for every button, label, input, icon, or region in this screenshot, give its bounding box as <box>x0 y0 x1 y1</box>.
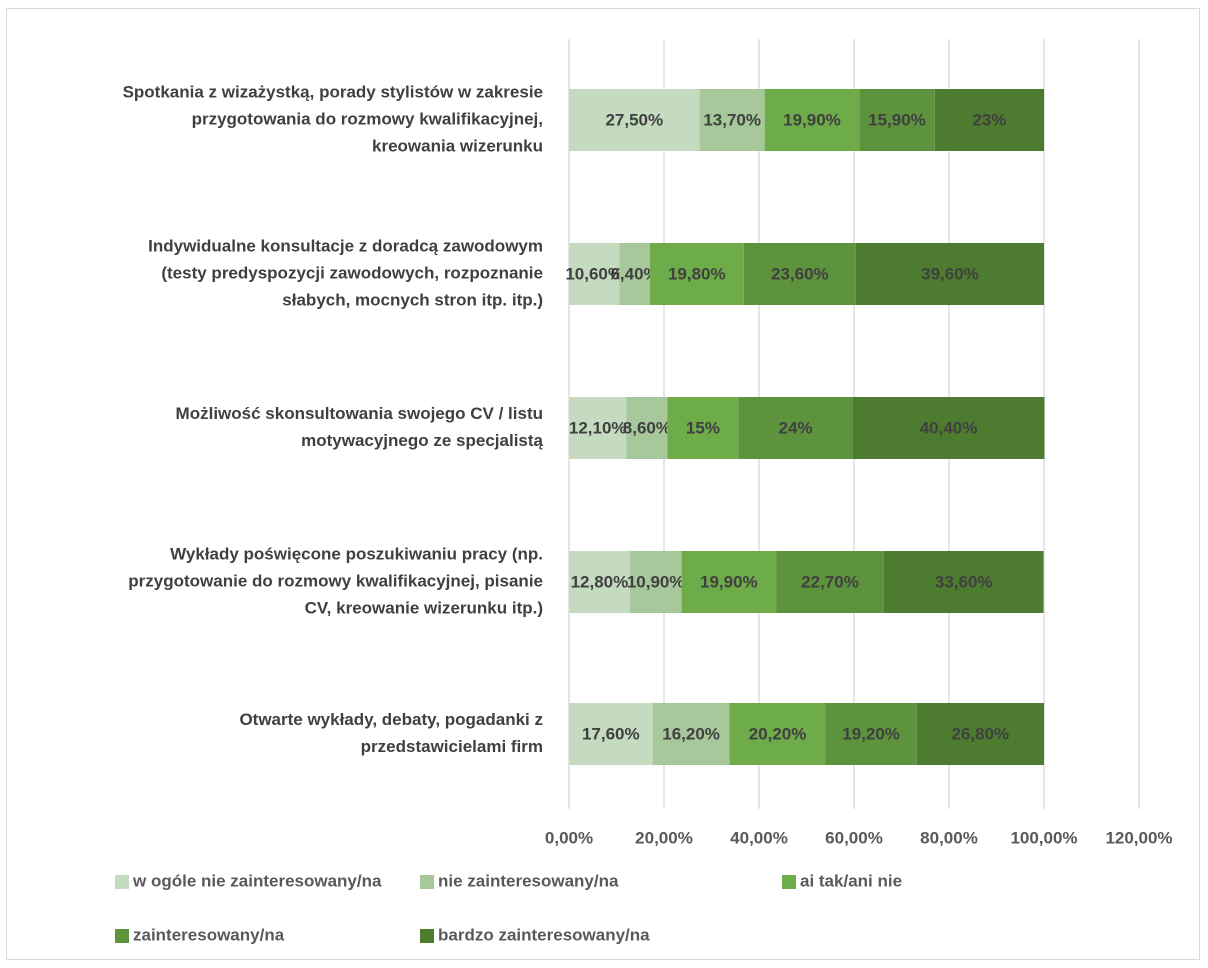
bar-segment <box>825 703 917 765</box>
data-label: 27,50% <box>605 110 663 129</box>
legend-label: w ogóle nie zainteresowany/na <box>132 871 382 890</box>
legend-swatch <box>115 929 129 943</box>
bar-segment <box>569 89 700 151</box>
bar-segment <box>743 243 856 305</box>
bar-segment <box>629 551 682 613</box>
bar-segment <box>619 243 650 305</box>
category-label: CV, kreowanie wizerunku itp.) <box>305 598 543 617</box>
legend-swatch <box>420 875 434 889</box>
bar-segment <box>649 243 744 305</box>
x-tick-label: 120,00% <box>1105 828 1172 847</box>
data-label: 12,10% <box>569 418 627 437</box>
data-label: 24% <box>779 418 813 437</box>
data-label: 8,60% <box>623 418 671 437</box>
bar-segment <box>569 703 653 765</box>
x-tick-label: 40,00% <box>730 828 788 847</box>
bar-segment <box>681 551 777 613</box>
data-label: 17,60% <box>582 724 640 743</box>
data-label: 40,40% <box>920 418 978 437</box>
category-label: (testy predyspozycji zawodowych, rozpozn… <box>161 263 543 282</box>
legend-label: ai tak/ani nie <box>800 871 902 890</box>
data-label: 13,70% <box>703 110 761 129</box>
x-tick-label: 0,00% <box>545 828 593 847</box>
data-label: 19,90% <box>783 110 841 129</box>
bar-segment <box>738 397 853 459</box>
legend-label: nie zainteresowany/na <box>438 871 619 890</box>
data-label: 23% <box>972 110 1006 129</box>
data-label: 12,80% <box>571 572 629 591</box>
data-label: 19,20% <box>842 724 900 743</box>
bar-segment <box>776 551 884 613</box>
data-label: 39,60% <box>921 264 979 283</box>
category-label: Spotkania z wizażystką, porady stylistów… <box>123 82 543 101</box>
category-label: przygotowanie do rozmowy kwalifikacyjnej… <box>128 571 543 590</box>
x-tick-label: 60,00% <box>825 828 883 847</box>
data-label: 19,80% <box>668 264 726 283</box>
data-label: 23,60% <box>771 264 829 283</box>
category-labels: Spotkania z wizażystką, porady stylistów… <box>123 82 544 756</box>
data-label: 10,60% <box>565 264 623 283</box>
bar-segment <box>855 243 1044 305</box>
category-label: motywacyjnego ze specjalistą <box>301 431 543 450</box>
x-tick-label: 100,00% <box>1010 828 1077 847</box>
bar-segment <box>667 397 739 459</box>
bar-segment <box>934 89 1044 151</box>
bar-segment <box>626 397 668 459</box>
category-label: Indywidualne konsultacje z doradcą zawod… <box>148 236 543 255</box>
bar-segment <box>699 89 765 151</box>
data-label: 19,90% <box>700 572 758 591</box>
data-label: 15,90% <box>868 110 926 129</box>
data-label: 15% <box>686 418 720 437</box>
bar-segment <box>652 703 730 765</box>
bar-segment <box>729 703 826 765</box>
category-label: słabych, mocnych stron itp. itp.) <box>282 290 543 309</box>
category-label: Otwarte wykłady, debaty, pogadanki z <box>239 710 543 729</box>
legend-swatch <box>115 875 129 889</box>
data-label: 6,40% <box>610 264 658 283</box>
bar-segment <box>764 89 860 151</box>
stacked-bar-chart: Spotkania z wizażystką, porady stylistów… <box>115 39 1173 944</box>
bar-segment <box>569 397 627 459</box>
category-label: przedstawicielami firm <box>361 737 543 756</box>
bar-segment <box>883 551 1044 613</box>
legend-label: zainteresowany/na <box>133 925 285 944</box>
category-label: kreowania wizerunku <box>372 136 543 155</box>
bar-segment <box>569 243 620 305</box>
legend-swatch <box>782 875 796 889</box>
x-tick-label: 80,00% <box>920 828 978 847</box>
category-label: przygotowania do rozmowy kwalifikacyjnej… <box>192 109 543 128</box>
x-tick-label: 20,00% <box>635 828 693 847</box>
chart-area: Spotkania z wizażystką, porady stylistów… <box>6 8 1200 960</box>
category-label: Wykłady poświęcone poszukiwaniu pracy (n… <box>170 544 543 563</box>
category-label: Możliwość skonsultowania swojego CV / li… <box>176 404 543 423</box>
data-label: 10,90% <box>627 572 685 591</box>
data-label: 33,60% <box>935 572 993 591</box>
legend-label: bardzo zainteresowany/na <box>438 925 650 944</box>
data-label: 26,80% <box>952 724 1010 743</box>
data-label: 16,20% <box>662 724 720 743</box>
x-axis-ticks: 0,00% 20,00% 40,00% 60,00% 80,00% 100,00% 120,… <box>545 828 1173 847</box>
legend-swatch <box>420 929 434 943</box>
bars: 27,50% 13,70% 19,90% 15,90% 23% 10,60%6,40% 19… <box>565 89 1045 765</box>
bar-segment <box>569 551 630 613</box>
data-label: 20,20% <box>749 724 807 743</box>
bar-segment <box>852 397 1045 459</box>
legend: w ogóle nie zainteresowany/na nie zainter… <box>115 871 902 944</box>
bar-segment <box>859 89 935 151</box>
data-label: 22,70% <box>801 572 859 591</box>
bar-segment <box>916 703 1044 765</box>
